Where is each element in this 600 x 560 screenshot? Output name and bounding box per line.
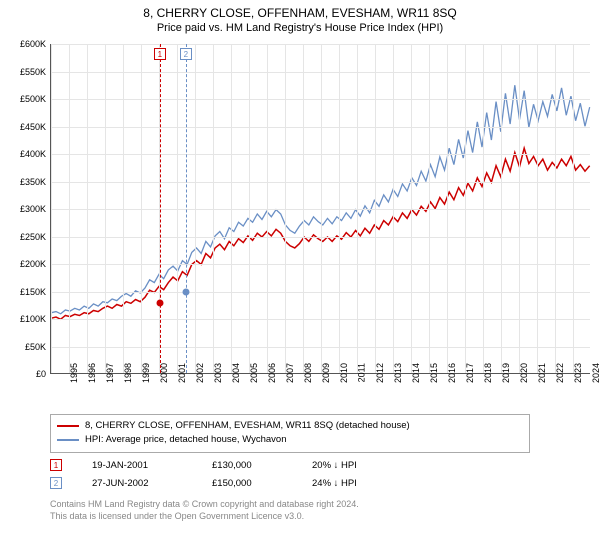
plot-region: £0£50K£100K£150K£200K£250K£300K£350K£400…	[50, 44, 590, 374]
y-axis-label: £250K	[20, 232, 46, 242]
event-row: 1 19-JAN-2001 £130,000 20% ↓ HPI	[50, 456, 422, 474]
x-axis-label: 2006	[267, 363, 277, 383]
x-axis-label: 2007	[285, 363, 295, 383]
legend-item: HPI: Average price, detached house, Wych…	[57, 433, 523, 447]
y-axis-label: £150K	[20, 287, 46, 297]
x-axis-label: 2021	[537, 363, 547, 383]
x-axis-label: 2003	[213, 363, 223, 383]
legend-swatch	[57, 425, 79, 427]
title-block: 8, CHERRY CLOSE, OFFENHAM, EVESHAM, WR11…	[0, 0, 600, 36]
x-axis-label: 2008	[303, 363, 313, 383]
event-line	[160, 44, 161, 373]
event-pct: 20% ↓ HPI	[312, 460, 422, 471]
event-row: 2 27-JUN-2002 £150,000 24% ↓ HPI	[50, 474, 422, 492]
event-line	[186, 44, 187, 373]
y-axis-label: £200K	[20, 259, 46, 269]
x-axis-label: 2002	[195, 363, 205, 383]
chart-container: 8, CHERRY CLOSE, OFFENHAM, EVESHAM, WR11…	[0, 0, 600, 560]
x-axis-label: 2015	[429, 363, 439, 383]
event-marker: 2	[180, 48, 192, 60]
x-axis-label: 2020	[519, 363, 529, 383]
y-axis-label: £550K	[20, 67, 46, 77]
x-axis-label: 2010	[339, 363, 349, 383]
x-axis-label: 2024	[591, 363, 600, 383]
x-axis-label: 2023	[573, 363, 583, 383]
x-axis-label: 1997	[105, 363, 115, 383]
events-table: 1 19-JAN-2001 £130,000 20% ↓ HPI 2 27-JU…	[50, 456, 422, 492]
x-axis-label: 2012	[375, 363, 385, 383]
legend-label: 8, CHERRY CLOSE, OFFENHAM, EVESHAM, WR11…	[85, 419, 410, 433]
attribution-line: This data is licensed under the Open Gov…	[50, 510, 359, 522]
event-dot	[182, 288, 189, 295]
event-date: 19-JAN-2001	[92, 460, 182, 471]
y-axis-label: £400K	[20, 149, 46, 159]
event-dot	[156, 299, 163, 306]
event-marker-box: 1	[50, 459, 62, 471]
y-axis-label: £300K	[20, 204, 46, 214]
legend-swatch	[57, 439, 79, 441]
y-axis-label: £500K	[20, 94, 46, 104]
x-axis-label: 1998	[123, 363, 133, 383]
x-axis-label: 2018	[483, 363, 493, 383]
y-axis-label: £100K	[20, 314, 46, 324]
x-axis-label: 1999	[141, 363, 151, 383]
legend-label: HPI: Average price, detached house, Wych…	[85, 433, 286, 447]
y-axis-label: £50K	[25, 342, 46, 352]
y-axis-label: £450K	[20, 122, 46, 132]
event-price: £130,000	[212, 460, 282, 471]
x-axis-label: 2022	[555, 363, 565, 383]
event-date: 27-JUN-2002	[92, 478, 182, 489]
attribution-line: Contains HM Land Registry data © Crown c…	[50, 498, 359, 510]
x-axis-label: 2016	[447, 363, 457, 383]
x-axis-label: 1996	[87, 363, 97, 383]
chart-subtitle: Price paid vs. HM Land Registry's House …	[0, 22, 600, 34]
event-marker-box: 2	[50, 477, 62, 489]
legend-item: 8, CHERRY CLOSE, OFFENHAM, EVESHAM, WR11…	[57, 419, 523, 433]
x-axis-label: 2013	[393, 363, 403, 383]
x-axis-label: 1995	[69, 363, 79, 383]
legend: 8, CHERRY CLOSE, OFFENHAM, EVESHAM, WR11…	[50, 414, 530, 453]
x-axis-label: 2019	[501, 363, 511, 383]
x-axis-label: 2004	[231, 363, 241, 383]
y-axis-label: £350K	[20, 177, 46, 187]
chart-title: 8, CHERRY CLOSE, OFFENHAM, EVESHAM, WR11…	[0, 6, 600, 20]
event-price: £150,000	[212, 478, 282, 489]
chart-area: £0£50K£100K£150K£200K£250K£300K£350K£400…	[50, 44, 590, 394]
x-axis-label: 2014	[411, 363, 421, 383]
event-marker: 1	[154, 48, 166, 60]
x-axis-label: 2017	[465, 363, 475, 383]
x-axis-label: 2009	[321, 363, 331, 383]
x-axis-label: 2005	[249, 363, 259, 383]
y-axis-label: £0	[36, 369, 46, 379]
attribution: Contains HM Land Registry data © Crown c…	[50, 498, 359, 522]
y-axis-label: £600K	[20, 39, 46, 49]
event-pct: 24% ↓ HPI	[312, 478, 422, 489]
